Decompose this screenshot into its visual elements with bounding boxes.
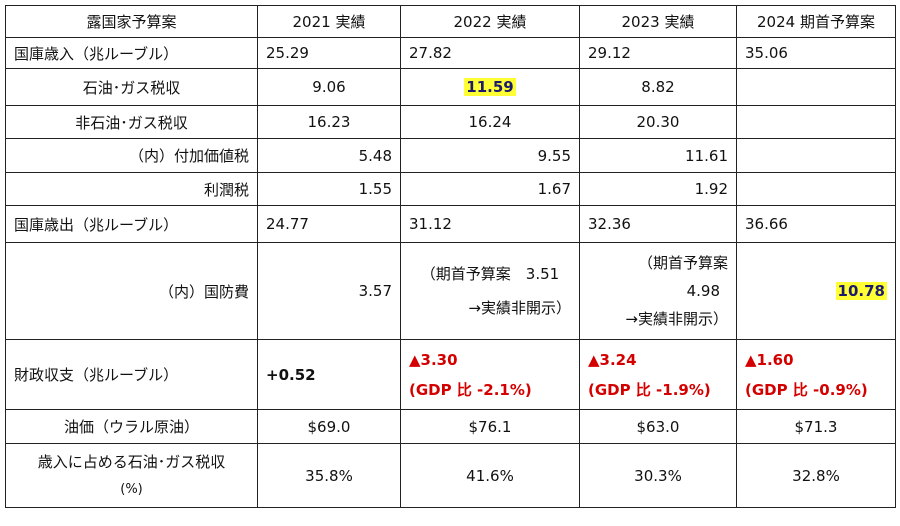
oil-gas-share-2022: 41.6% bbox=[400, 443, 580, 508]
table-row-profit-tax: 利潤税 1.55 1.67 1.92 bbox=[5, 172, 896, 206]
defense-2022-cell: （期首予算案 3.51 →実績非開示） bbox=[400, 242, 580, 340]
table-row-non-oil-gas-tax: 非石油･ガス税収 16.23 16.24 20.30 bbox=[5, 105, 896, 139]
oil-price-2021: $69.0 bbox=[257, 409, 401, 444]
fiscal-balance-2024-line2: (GDP 比 -0.9%) bbox=[745, 380, 868, 399]
oil-gas-tax-2022-highlight: 11.59 bbox=[464, 78, 516, 96]
header-2024: 2024 期首予算案 bbox=[736, 5, 896, 38]
header-2021: 2021 実績 bbox=[257, 5, 401, 38]
oil-gas-tax-2021: 9.06 bbox=[257, 68, 401, 106]
table-row-revenue: 国庫歳入（兆ルーブル） 25.29 27.82 29.12 35.06 bbox=[5, 37, 896, 69]
defense-2023-line2: 4.98 bbox=[686, 282, 720, 300]
table-row-fiscal-balance: 財政収支（兆ルーブル） +0.52 ▲3.30 (GDP 比 -2.1%) ▲3… bbox=[5, 339, 896, 410]
fiscal-balance-2024-line1: ▲1.60 bbox=[745, 350, 794, 369]
profit-tax-2021: 1.55 bbox=[257, 172, 401, 206]
header-2023: 2023 実績 bbox=[579, 5, 737, 38]
expenditure-2023: 32.36 bbox=[579, 205, 737, 243]
revenue-2021: 25.29 bbox=[257, 37, 401, 69]
fiscal-balance-2022-line2: (GDP 比 -2.1%) bbox=[409, 380, 532, 399]
vat-2024 bbox=[736, 138, 896, 173]
revenue-label: 国庫歳入（兆ルーブル） bbox=[5, 37, 258, 69]
non-oil-gas-tax-2021: 16.23 bbox=[257, 105, 401, 139]
revenue-2024: 35.06 bbox=[736, 37, 896, 69]
profit-tax-2022: 1.67 bbox=[400, 172, 580, 206]
table-row-oil-price: 油価（ウラル原油） $69.0 $76.1 $63.0 $71.3 bbox=[5, 409, 896, 444]
non-oil-gas-tax-label: 非石油･ガス税収 bbox=[5, 105, 258, 139]
table-row-vat: （内）付加価値税 5.48 9.55 11.61 bbox=[5, 138, 896, 173]
non-oil-gas-tax-2023: 20.30 bbox=[579, 105, 737, 139]
expenditure-2022: 31.12 bbox=[400, 205, 580, 243]
oil-gas-share-2024: 32.8% bbox=[736, 443, 896, 508]
expenditure-2021: 24.77 bbox=[257, 205, 401, 243]
defense-2024-cell: 10.78 bbox=[736, 242, 896, 340]
oil-gas-share-label-line1: 歳入に占める石油･ガス税収 bbox=[37, 452, 226, 471]
fiscal-balance-2023-line2: (GDP 比 -1.9%) bbox=[588, 380, 711, 399]
fiscal-balance-2023-cell: ▲3.24 (GDP 比 -1.9%) bbox=[579, 339, 737, 410]
oil-gas-tax-2024 bbox=[736, 68, 896, 106]
table-row-oil-gas-tax: 石油･ガス税収 9.06 11.59 8.82 bbox=[5, 68, 896, 106]
table-row-oil-gas-share: 歳入に占める石油･ガス税収 (%) 35.8% 41.6% 30.3% 32.8… bbox=[5, 443, 896, 508]
fiscal-balance-2021: +0.52 bbox=[257, 339, 401, 410]
profit-tax-2023: 1.92 bbox=[579, 172, 737, 206]
oil-gas-share-2023: 30.3% bbox=[579, 443, 737, 508]
oil-gas-share-label-cell: 歳入に占める石油･ガス税収 (%) bbox=[5, 443, 258, 508]
defense-2023-line3: →実績非開示） bbox=[625, 310, 728, 328]
table-row-expenditure: 国庫歳出（兆ルーブル） 24.77 31.12 32.36 36.66 bbox=[5, 205, 896, 243]
header-row: 露国家予算案 2021 実績 2022 実績 2023 実績 2024 期首予算… bbox=[5, 5, 896, 38]
budget-table: 露国家予算案 2021 実績 2022 実績 2023 実績 2024 期首予算… bbox=[5, 5, 896, 508]
vat-2022: 9.55 bbox=[400, 138, 580, 173]
defense-2023-cell: （期首予算案 4.98 →実績非開示） bbox=[579, 242, 737, 340]
fiscal-balance-2022-cell: ▲3.30 (GDP 比 -2.1%) bbox=[400, 339, 580, 410]
oil-price-2023: $63.0 bbox=[579, 409, 737, 444]
profit-tax-label: 利潤税 bbox=[5, 172, 258, 206]
defense-label: （内）国防費 bbox=[5, 242, 258, 340]
vat-label: （内）付加価値税 bbox=[5, 138, 258, 173]
vat-2021: 5.48 bbox=[257, 138, 401, 173]
vat-2023: 11.61 bbox=[579, 138, 737, 173]
oil-price-2024: $71.3 bbox=[736, 409, 896, 444]
fiscal-balance-2023-line1: ▲3.24 bbox=[588, 350, 637, 369]
table-row-defense: （内）国防費 3.57 （期首予算案 3.51 →実績非開示） （期首予算案 4… bbox=[5, 242, 896, 340]
defense-2024-highlight: 10.78 bbox=[835, 282, 887, 300]
oil-gas-share-2021: 35.8% bbox=[257, 443, 401, 508]
fiscal-balance-2022-line1: ▲3.30 bbox=[409, 350, 458, 369]
oil-price-label: 油価（ウラル原油） bbox=[5, 409, 258, 444]
header-row-label: 露国家予算案 bbox=[5, 5, 258, 38]
revenue-2023: 29.12 bbox=[579, 37, 737, 69]
fiscal-balance-label: 財政収支（兆ルーブル） bbox=[5, 339, 258, 410]
oil-gas-share-label-line2: (%) bbox=[120, 481, 143, 497]
expenditure-2024: 36.66 bbox=[736, 205, 896, 243]
revenue-2022: 27.82 bbox=[400, 37, 580, 69]
header-2022: 2022 実績 bbox=[400, 5, 580, 38]
defense-2023-line1: （期首予算案 bbox=[637, 254, 728, 272]
non-oil-gas-tax-2022: 16.24 bbox=[400, 105, 580, 139]
profit-tax-2024 bbox=[736, 172, 896, 206]
oil-gas-tax-label: 石油･ガス税収 bbox=[5, 68, 258, 106]
defense-2022-line1: （期首予算案 3.51 bbox=[420, 265, 560, 283]
defense-2021: 3.57 bbox=[257, 242, 401, 340]
oil-price-2022: $76.1 bbox=[400, 409, 580, 444]
oil-gas-tax-2022-cell: 11.59 bbox=[400, 68, 580, 106]
oil-gas-tax-2023: 8.82 bbox=[579, 68, 737, 106]
expenditure-label: 国庫歳出（兆ルーブル） bbox=[5, 205, 258, 243]
defense-2022-line2: →実績非開示） bbox=[468, 299, 571, 317]
non-oil-gas-tax-2024 bbox=[736, 105, 896, 139]
fiscal-balance-2024-cell: ▲1.60 (GDP 比 -0.9%) bbox=[736, 339, 896, 410]
